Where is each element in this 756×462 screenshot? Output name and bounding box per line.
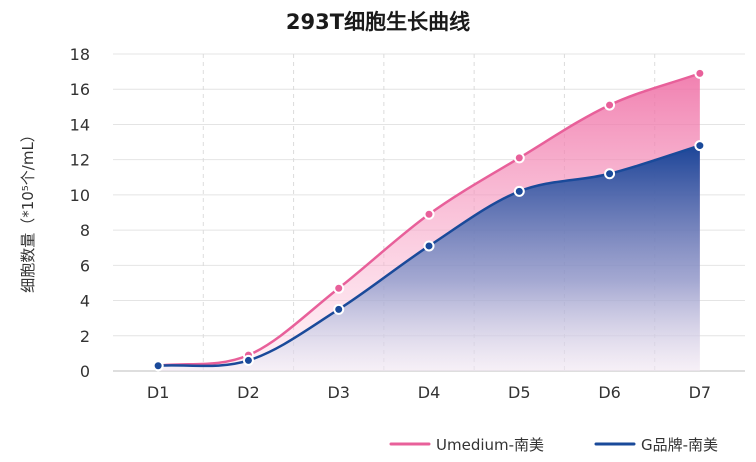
y-tick-label: 4 (80, 292, 90, 311)
point-g-brand (423, 240, 435, 252)
x-tick-label: D4 (418, 383, 441, 402)
point-umedium (694, 67, 706, 79)
y-tick-label: 12 (70, 151, 90, 170)
point-g-brand (333, 303, 345, 315)
point-umedium (604, 99, 616, 111)
legend-label-umedium: Umedium-南美 (436, 436, 544, 454)
point-umedium (333, 282, 345, 294)
chart-title: 293T细胞生长曲线 (286, 10, 470, 34)
y-tick-label: 2 (80, 327, 90, 346)
y-axis-label: 细胞数量（*10⁵个/mL） (19, 127, 37, 293)
y-tick-label: 10 (70, 186, 90, 205)
y-tick-label: 18 (70, 45, 90, 64)
area-g-brand (158, 145, 700, 371)
y-tick-label: 8 (80, 221, 90, 240)
x-tick-label: D1 (147, 383, 170, 402)
y-tick-label: 14 (70, 115, 90, 134)
area-fills (158, 73, 700, 371)
x-tick-label: D3 (327, 383, 350, 402)
point-umedium (513, 152, 525, 164)
x-tick-label: D2 (237, 383, 260, 402)
point-g-brand (513, 185, 525, 197)
x-tick-label: D7 (689, 383, 712, 402)
point-g-brand (694, 140, 706, 152)
data-points (152, 67, 706, 372)
legend: Umedium-南美 G品牌-南美 (389, 436, 718, 454)
legend-label-g-brand: G品牌-南美 (641, 436, 718, 454)
tick-labels: 0 2 4 6 8 10 12 14 16 18 D1 D2 D3 D4 D5 D6 D7 (70, 45, 711, 402)
point-g-brand (152, 360, 164, 372)
point-g-brand (242, 354, 254, 366)
point-umedium (423, 208, 435, 220)
y-tick-label: 0 (80, 362, 90, 381)
y-tick-label: 16 (70, 80, 90, 99)
x-tick-label: D6 (598, 383, 621, 402)
y-tick-label: 6 (80, 256, 90, 275)
x-tick-label: D5 (508, 383, 531, 402)
point-g-brand (604, 168, 616, 180)
